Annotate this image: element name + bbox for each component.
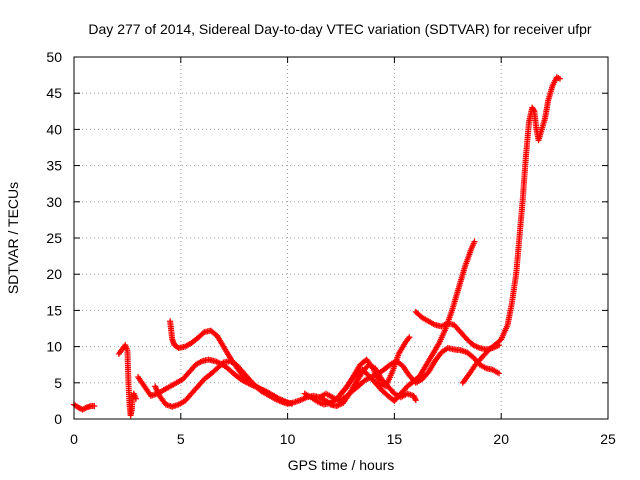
x-tick-label: 15 (387, 431, 403, 447)
x-tick-label: 20 (493, 431, 509, 447)
data-point-marker (412, 395, 419, 402)
x-axis-ticks: 0 5 10 15 20 25 (70, 57, 616, 447)
y-tick-label: 30 (46, 194, 62, 210)
y-axis-ticks: 0 5 10 15 20 25 30 35 40 45 50 (46, 49, 608, 427)
x-tick-label: 5 (177, 431, 185, 447)
grid-lines (74, 57, 608, 419)
series-arc-1 (71, 401, 98, 413)
y-tick-label: 40 (46, 121, 62, 137)
y-tick-label: 25 (46, 230, 62, 246)
x-tick-label: 0 (70, 431, 78, 447)
y-tick-label: 0 (54, 411, 62, 427)
data-point-marker (91, 402, 98, 409)
series-arc-8 (327, 361, 419, 409)
x-tick-label: 10 (280, 431, 296, 447)
data-series-layer (71, 74, 563, 419)
data-point-marker (556, 75, 563, 82)
series-arc-9 (338, 334, 413, 397)
data-point-marker (496, 370, 503, 377)
y-tick-label: 45 (46, 85, 62, 101)
data-point-marker (530, 107, 537, 114)
data-point-marker (132, 395, 139, 402)
y-tick-label: 15 (46, 302, 62, 318)
series-arc-10 (412, 308, 503, 353)
y-tick-label: 50 (46, 49, 62, 65)
data-point-marker (412, 397, 419, 404)
y-tick-label: 10 (46, 339, 62, 355)
y-tick-label: 35 (46, 158, 62, 174)
data-point-marker (406, 334, 413, 341)
series-arc-5 (167, 318, 291, 407)
x-axis-label: GPS time / hours (288, 457, 395, 473)
series-arc-11 (459, 74, 563, 386)
y-tick-label: 5 (54, 375, 62, 391)
series-arc-2 (115, 342, 139, 419)
data-point-marker (284, 400, 291, 407)
data-point-marker (471, 238, 478, 245)
y-axis-label: SDTVAR / TECUs (5, 182, 21, 294)
y-tick-label: 20 (46, 266, 62, 282)
chart-title: Day 277 of 2014, Sidereal Day-to-day VTE… (88, 21, 592, 37)
x-tick-label: 25 (600, 431, 616, 447)
